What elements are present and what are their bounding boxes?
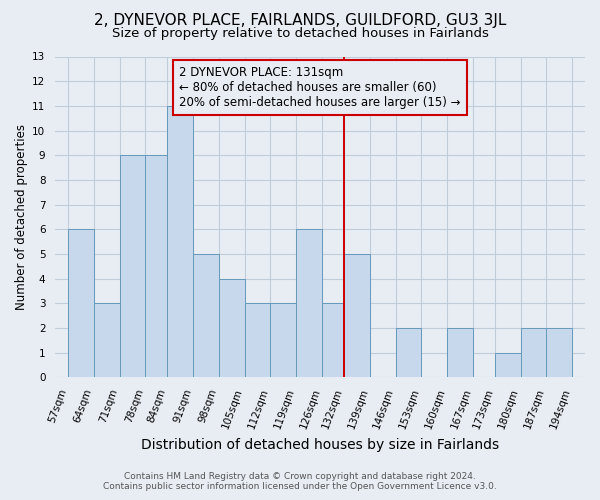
Bar xyxy=(271,304,296,378)
Text: Contains HM Land Registry data © Crown copyright and database right 2024.
Contai: Contains HM Land Registry data © Crown c… xyxy=(103,472,497,491)
Bar xyxy=(495,353,521,378)
Bar xyxy=(193,254,219,378)
Text: Size of property relative to detached houses in Fairlands: Size of property relative to detached ho… xyxy=(112,28,488,40)
Bar xyxy=(219,278,245,378)
Bar xyxy=(547,328,572,378)
Bar xyxy=(395,328,421,378)
Bar xyxy=(94,304,119,378)
Bar xyxy=(447,328,473,378)
Text: 2 DYNEVOR PLACE: 131sqm
← 80% of detached houses are smaller (60)
20% of semi-de: 2 DYNEVOR PLACE: 131sqm ← 80% of detache… xyxy=(179,66,461,110)
Bar xyxy=(322,304,344,378)
Bar xyxy=(167,106,193,378)
Bar xyxy=(245,304,271,378)
Text: 2, DYNEVOR PLACE, FAIRLANDS, GUILDFORD, GU3 3JL: 2, DYNEVOR PLACE, FAIRLANDS, GUILDFORD, … xyxy=(94,12,506,28)
Y-axis label: Number of detached properties: Number of detached properties xyxy=(15,124,28,310)
Bar xyxy=(119,156,145,378)
Bar xyxy=(145,156,167,378)
X-axis label: Distribution of detached houses by size in Fairlands: Distribution of detached houses by size … xyxy=(141,438,499,452)
Bar xyxy=(521,328,547,378)
Bar xyxy=(296,230,322,378)
Bar xyxy=(68,230,94,378)
Bar xyxy=(344,254,370,378)
